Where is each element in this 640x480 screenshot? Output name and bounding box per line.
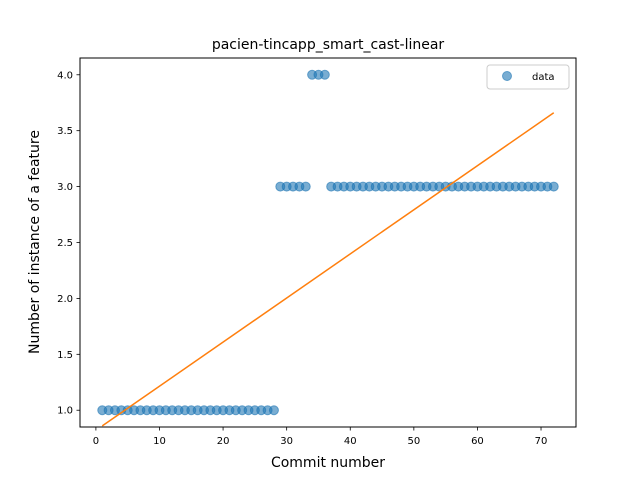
x-tick-label: 10 <box>153 436 166 447</box>
y-tick-label: 2.0 <box>57 294 73 305</box>
data-point <box>300 181 311 192</box>
x-tick-label: 30 <box>280 436 293 447</box>
x-tick-label: 20 <box>217 436 230 447</box>
axes-frame <box>79 57 577 428</box>
y-tick-label: 1.0 <box>57 406 73 417</box>
x-axis-label: Commit number <box>271 455 385 471</box>
y-axis-label: Number of instance of a feature <box>27 130 43 354</box>
chart-title: pacien-tincapp_smart_cast-linear <box>212 37 445 53</box>
x-tick-label: 0 <box>93 436 99 447</box>
y-tick-label: 3.0 <box>57 182 73 193</box>
y-tick-label: 3.5 <box>57 126 73 137</box>
data-point <box>548 181 559 192</box>
data-point <box>319 69 330 80</box>
y-tick-label: 2.5 <box>57 238 73 249</box>
x-tick-label: 70 <box>535 436 548 447</box>
legend-label: data <box>532 72 555 83</box>
x-tick-label: 60 <box>471 436 484 447</box>
plot-area <box>97 69 559 427</box>
linear-fit-line <box>101 112 555 427</box>
x-tick-label: 50 <box>407 436 420 447</box>
y-axis-ticks: 1.0 1.5 2.0 2.5 3.0 3.5 4.0 <box>57 70 80 417</box>
y-tick-label: 1.5 <box>57 350 73 361</box>
legend-marker <box>502 71 512 81</box>
data-point <box>268 405 279 416</box>
y-tick-label: 4.0 <box>57 70 73 81</box>
legend: data <box>486 64 570 90</box>
legend-box <box>486 64 570 90</box>
x-tick-label: 40 <box>344 436 357 447</box>
x-axis-ticks: 0 10 20 30 40 50 60 70 <box>93 427 548 447</box>
